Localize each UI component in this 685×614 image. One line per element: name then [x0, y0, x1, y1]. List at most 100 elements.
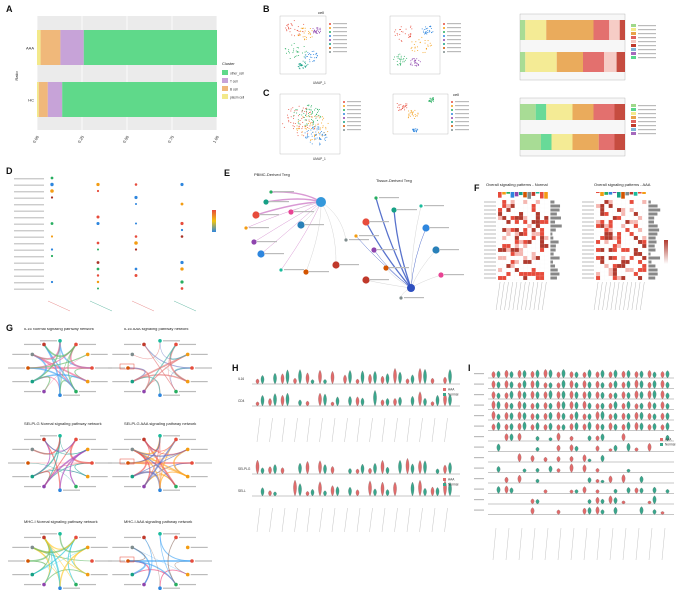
violin-shape	[548, 465, 553, 473]
heatmap-cell	[616, 259, 622, 265]
network-node	[158, 434, 162, 438]
legend-text-bar	[638, 49, 656, 51]
node-label-bar	[95, 462, 112, 464]
x-label-line	[394, 417, 398, 443]
violin-shape	[260, 395, 265, 407]
violin-shape	[556, 432, 561, 442]
row-label-bar	[14, 262, 44, 264]
heatmap-cell	[497, 203, 503, 209]
x-label-line	[596, 527, 601, 561]
network-edge	[43, 343, 77, 358]
heatmap-cell	[539, 235, 545, 241]
node-label-bar	[179, 583, 196, 586]
violin-shape	[530, 380, 535, 389]
heatmap-cell	[600, 267, 605, 273]
flow-segment	[535, 104, 547, 120]
node-label-bar	[444, 274, 464, 276]
umap-point	[309, 53, 311, 55]
violin-shape	[600, 369, 605, 379]
legend-swatch	[631, 132, 636, 135]
umap-point	[297, 115, 299, 117]
panel-label-a: A	[6, 4, 13, 14]
violin-shape	[543, 424, 548, 431]
umap-point	[393, 58, 395, 60]
column-bar	[621, 192, 625, 199]
violin-shape	[613, 380, 618, 389]
umap-point	[315, 117, 317, 119]
violin-shape	[535, 436, 540, 442]
violin-shape	[509, 423, 514, 431]
violin-shape	[647, 390, 652, 400]
umap-point	[305, 36, 307, 38]
violin-shape	[509, 381, 514, 389]
heatmap-cell	[612, 247, 618, 253]
violin-shape	[423, 460, 427, 475]
umap-point	[399, 29, 401, 31]
dot	[50, 189, 54, 193]
umap-point	[397, 54, 399, 56]
umap-point	[312, 131, 314, 133]
row-sum-bar	[550, 272, 560, 276]
heatmap-cell	[510, 231, 515, 237]
heatmap-cell	[514, 219, 520, 225]
heatmap-cell	[612, 243, 618, 249]
heatmap-cell	[595, 211, 601, 217]
umap-point	[398, 104, 400, 106]
heatmap-cell	[608, 247, 613, 253]
umap-point	[315, 53, 317, 55]
network-node	[130, 545, 135, 550]
network-node	[158, 488, 162, 492]
column-label-line	[525, 281, 530, 311]
row-label-bar	[484, 241, 496, 243]
umap-point	[424, 33, 426, 35]
heatmap-cell	[595, 275, 601, 281]
heatmap-cell	[510, 239, 515, 245]
node-label-bar	[108, 367, 125, 369]
node-label-bar	[124, 438, 141, 441]
heatmap-cell	[527, 267, 532, 273]
node-label-bar	[24, 536, 41, 539]
x-label-line	[269, 507, 273, 533]
dot	[134, 235, 138, 238]
column-bar	[544, 192, 548, 199]
heatmap-cell	[637, 219, 643, 225]
column-bar	[531, 192, 536, 196]
heatmap-cell	[544, 275, 549, 281]
heatmap-cell	[502, 223, 507, 229]
violin-shape	[652, 495, 657, 505]
network-edge	[305, 201, 322, 273]
umap-point	[306, 116, 308, 118]
row-sum-bar	[550, 208, 560, 212]
legend-text-bar	[447, 35, 461, 37]
legend-label: AAA	[448, 478, 455, 482]
violin-shape	[595, 496, 600, 505]
umap-point	[286, 114, 288, 116]
umap-point	[304, 111, 306, 113]
legend-text-bar	[638, 113, 656, 115]
heatmap-cell	[502, 263, 507, 269]
heatmap-cell	[497, 207, 503, 213]
violin-shape	[626, 392, 631, 400]
violin-shape	[385, 489, 390, 497]
violin-shape	[318, 481, 322, 497]
heatmap-cell	[506, 207, 511, 213]
umap-point	[309, 61, 311, 63]
umap-point	[317, 115, 319, 117]
heatmap-cell	[629, 219, 634, 225]
umap-point	[315, 53, 317, 55]
heatmap-cell	[608, 199, 613, 205]
violin-shape	[608, 371, 613, 379]
violin-shape	[569, 456, 574, 463]
legend-dot	[443, 47, 445, 49]
violin-shape	[509, 412, 514, 421]
network-node	[26, 366, 30, 370]
column-bar	[596, 192, 600, 194]
bar-segment	[38, 82, 48, 117]
violin-shape	[621, 433, 626, 442]
violin-shape	[496, 370, 501, 379]
violin-shape	[522, 412, 527, 421]
umap-point	[302, 66, 304, 68]
x-label-line	[381, 507, 386, 533]
column-bar	[612, 192, 617, 194]
heatmap-cell	[539, 267, 545, 273]
